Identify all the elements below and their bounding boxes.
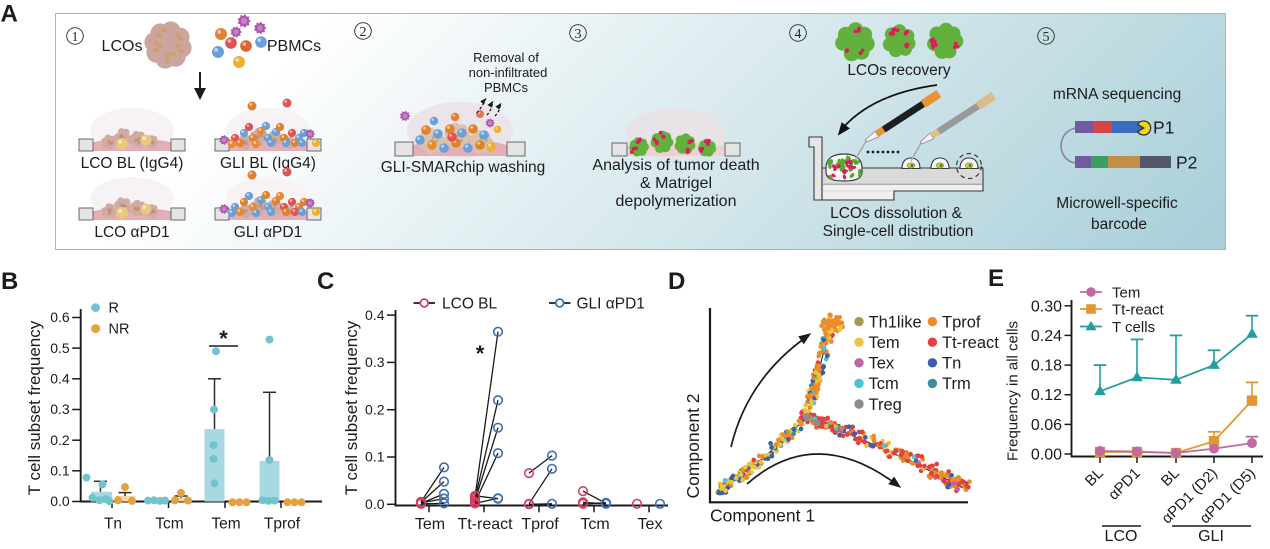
svg-text:T cell subset frequency: T cell subset frequency xyxy=(342,320,361,495)
svg-text:0.1: 0.1 xyxy=(50,463,70,479)
svg-text:0.30: 0.30 xyxy=(1031,298,1062,315)
svg-text:0.0: 0.0 xyxy=(50,493,70,509)
svg-text:0.5: 0.5 xyxy=(50,340,70,356)
svg-text:Tem: Tem xyxy=(1112,284,1140,301)
svg-text:Microwell-specific: Microwell-specific xyxy=(1056,195,1178,212)
svg-text:LCO: LCO xyxy=(1105,528,1138,545)
svg-text:*: * xyxy=(219,326,228,351)
svg-text:Tcm: Tcm xyxy=(155,516,183,533)
svg-text:GLI αPD1: GLI αPD1 xyxy=(577,296,645,313)
svg-text:PBMCs: PBMCs xyxy=(484,80,529,95)
svg-text:non-infiltrated: non-infiltrated xyxy=(469,65,548,80)
svg-text:B: B xyxy=(1,268,18,295)
svg-text:Tcm: Tcm xyxy=(869,375,899,393)
svg-text:Tem: Tem xyxy=(869,334,900,352)
svg-text:D: D xyxy=(668,268,685,295)
svg-text:Analysis of tumor death: Analysis of tumor death xyxy=(592,157,759,174)
svg-text:Tex: Tex xyxy=(869,355,895,373)
svg-text:0.24: 0.24 xyxy=(1031,328,1062,345)
svg-text:GLI αPD1: GLI αPD1 xyxy=(234,224,302,241)
svg-text:2: 2 xyxy=(360,25,367,40)
svg-text:LCO αPD1: LCO αPD1 xyxy=(94,224,169,241)
svg-text:0.2: 0.2 xyxy=(365,401,385,417)
svg-text:LCOs recovery: LCOs recovery xyxy=(847,62,951,79)
svg-text:Tprof: Tprof xyxy=(521,516,559,533)
svg-text:barcode: barcode xyxy=(1091,216,1147,233)
svg-text:R: R xyxy=(109,301,119,317)
svg-text:& Matrigel: & Matrigel xyxy=(640,175,712,192)
svg-text:GLI: GLI xyxy=(1198,528,1224,545)
svg-text:Tt-react: Tt-react xyxy=(942,334,999,352)
svg-text:depolymerization: depolymerization xyxy=(616,193,737,210)
svg-text:Tn: Tn xyxy=(104,516,122,533)
svg-text:LCOs dissolution &: LCOs dissolution & xyxy=(830,205,962,222)
svg-text:Removal of: Removal of xyxy=(473,50,539,65)
svg-text:GLI BL (IgG4): GLI BL (IgG4) xyxy=(220,155,316,172)
svg-text:A: A xyxy=(1,1,18,28)
svg-text:P2: P2 xyxy=(1176,153,1197,173)
svg-text:Tem: Tem xyxy=(415,516,445,533)
svg-text:5: 5 xyxy=(1043,30,1050,45)
svg-text:LCO BL (IgG4): LCO BL (IgG4) xyxy=(81,155,184,172)
svg-text:PBMCs: PBMCs xyxy=(267,38,321,55)
svg-text:T cell subset frequency: T cell subset frequency xyxy=(25,320,44,495)
svg-text:0.0: 0.0 xyxy=(365,496,385,512)
svg-text:P1: P1 xyxy=(1153,118,1174,138)
svg-text:0.1: 0.1 xyxy=(365,449,385,465)
svg-text:0.06: 0.06 xyxy=(1031,417,1062,434)
svg-text:Trm: Trm xyxy=(942,375,971,393)
svg-text:Component 1: Component 1 xyxy=(710,506,815,526)
svg-text:Tt-react: Tt-react xyxy=(1112,301,1165,318)
svg-text:0.18: 0.18 xyxy=(1031,358,1062,375)
svg-text:Tprof: Tprof xyxy=(264,516,301,533)
svg-text:E: E xyxy=(988,265,1004,292)
svg-text:0.4: 0.4 xyxy=(365,307,385,323)
svg-text:GLI-SMARchip washing: GLI-SMARchip washing xyxy=(381,159,546,176)
svg-text:0.12: 0.12 xyxy=(1031,387,1062,404)
svg-text:3: 3 xyxy=(575,27,582,42)
svg-text:0.2: 0.2 xyxy=(50,432,70,448)
svg-text:1: 1 xyxy=(72,30,79,45)
svg-text:0.4: 0.4 xyxy=(50,371,70,387)
svg-text:0.3: 0.3 xyxy=(365,354,385,370)
svg-text:NR: NR xyxy=(109,322,130,338)
svg-text:T cells: T cells xyxy=(1112,319,1155,336)
svg-text:4: 4 xyxy=(795,27,802,42)
svg-text:Tn: Tn xyxy=(942,355,961,373)
svg-text:*: * xyxy=(476,341,485,366)
svg-text:Frequency in all cells: Frequency in all cells xyxy=(1005,321,1022,461)
svg-text:LCOs: LCOs xyxy=(102,38,143,55)
svg-text:Tt-react: Tt-react xyxy=(457,516,513,533)
svg-text:C: C xyxy=(317,268,334,295)
svg-text:Tcm: Tcm xyxy=(580,516,609,533)
svg-text:Tem: Tem xyxy=(211,516,240,533)
svg-text:Component 2: Component 2 xyxy=(683,393,703,498)
svg-text:mRNA sequencing: mRNA sequencing xyxy=(1053,86,1181,103)
svg-text:Tex: Tex xyxy=(638,516,663,533)
svg-text:LCO BL: LCO BL xyxy=(442,296,498,313)
svg-text:Treg: Treg xyxy=(869,396,902,414)
svg-text:0.3: 0.3 xyxy=(50,401,70,417)
svg-text:Single-cell distribution: Single-cell distribution xyxy=(823,223,974,240)
svg-text:Tprof: Tprof xyxy=(942,313,981,331)
svg-text:0.00: 0.00 xyxy=(1031,447,1062,464)
svg-text:Th1like: Th1like xyxy=(869,313,922,331)
svg-text:0.6: 0.6 xyxy=(50,309,70,325)
